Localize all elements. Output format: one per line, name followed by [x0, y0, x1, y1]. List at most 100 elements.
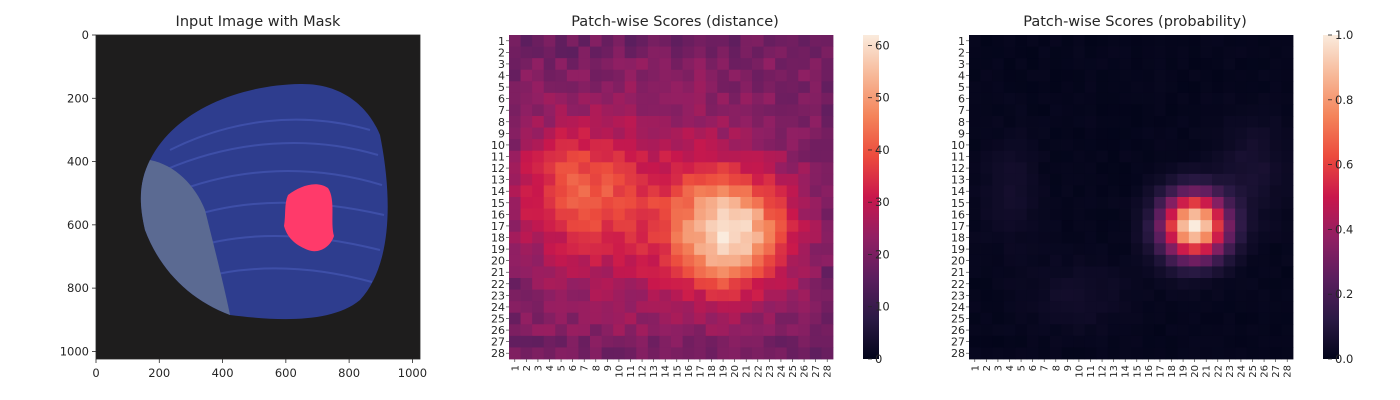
heatmap-cell — [775, 139, 788, 152]
heatmap-cell — [1281, 278, 1294, 290]
heatmap-cell — [1096, 162, 1109, 175]
heatmap-cell — [1026, 278, 1039, 290]
heatmap-cell — [1177, 46, 1190, 59]
heatmap-cell — [543, 231, 556, 244]
heatmap-cell — [1200, 254, 1213, 267]
heatmap-cell — [636, 231, 649, 244]
heatmap-cell — [647, 335, 660, 348]
heatmap-cell — [1177, 81, 1190, 94]
heatmap-cell — [671, 69, 683, 82]
heatmap-cell — [1258, 46, 1271, 59]
col-tick-label: 13 — [649, 365, 660, 378]
col-tick-label: 10 — [1074, 365, 1085, 378]
heatmap-cell — [980, 208, 993, 221]
heatmap-cell — [1038, 58, 1051, 71]
col-tick-label: 7 — [580, 365, 591, 371]
heatmap-cell — [1200, 58, 1213, 71]
heatmap-cell — [1154, 312, 1167, 325]
heatmap-cell — [509, 116, 521, 128]
row-tick-label: 21 — [491, 266, 505, 279]
heatmap-cell — [1131, 208, 1143, 221]
heatmap-cell — [566, 46, 579, 59]
heatmap-cell — [1050, 324, 1062, 337]
heatmap-cell — [1246, 150, 1259, 163]
heatmap-cell — [532, 69, 545, 82]
heatmap-cell — [1096, 335, 1109, 348]
heatmap-cell — [1119, 173, 1132, 186]
heatmap-cell — [1188, 69, 1201, 82]
heatmap-cell — [1073, 127, 1086, 140]
heatmap-cell — [694, 231, 707, 244]
heatmap-cell — [590, 35, 602, 47]
heatmap-cell — [520, 289, 533, 302]
heatmap-cell — [1061, 116, 1074, 128]
heatmap-cell — [694, 173, 707, 186]
heatmap-cell — [1223, 289, 1236, 302]
heatmap-cell — [659, 254, 672, 267]
heatmap-cell — [509, 220, 521, 233]
input-image — [96, 35, 420, 359]
heatmap-cell — [1131, 127, 1143, 140]
heatmap-cell — [555, 220, 568, 233]
heatmap-cell — [1269, 92, 1282, 105]
heatmap-cell — [624, 301, 637, 314]
heatmap-cell — [705, 46, 718, 59]
heatmap-cell — [1177, 104, 1190, 117]
heatmap-cell — [1165, 208, 1178, 221]
heatmap-cell — [1038, 81, 1051, 94]
heatmap-cell — [555, 116, 568, 128]
heatmap-cell — [1246, 347, 1259, 360]
heatmap-cell — [671, 185, 683, 198]
heatmap-cell — [1026, 162, 1039, 175]
heatmap-cell — [555, 312, 568, 325]
heatmap-cell — [659, 104, 672, 117]
heatmap-cell — [1258, 312, 1271, 325]
heatmap-cell — [1096, 69, 1109, 82]
heatmap-cell — [613, 127, 626, 140]
heatmap-cell — [601, 278, 614, 290]
col-tick-label: 8 — [591, 365, 602, 371]
heatmap-cell — [752, 335, 764, 348]
heatmap-cell — [821, 220, 834, 233]
heatmap-cell — [624, 173, 637, 186]
heatmap-cell — [682, 92, 695, 105]
heatmap-cell — [809, 139, 822, 152]
heatmap-cell — [624, 69, 637, 82]
col-tick-label: 19 — [719, 365, 730, 378]
heatmap-cell — [1212, 254, 1224, 267]
heatmap-cell — [798, 92, 811, 105]
heatmap-cell — [694, 35, 707, 47]
heatmap-cell — [821, 127, 834, 140]
heatmap-cell — [1003, 58, 1016, 71]
heatmap-cell — [786, 254, 799, 267]
heatmap-cell — [1061, 69, 1074, 82]
heatmap-cell — [1212, 220, 1224, 233]
heatmap-cell — [1061, 81, 1074, 94]
row-tick-label: 6 — [498, 93, 505, 106]
heatmap-cell — [566, 116, 579, 128]
heatmap-cell — [566, 150, 579, 163]
row-tick-label: 13 — [491, 174, 505, 187]
row-tick-label: 7 — [498, 104, 505, 117]
heatmap-cell — [624, 254, 637, 267]
heatmap-cell — [1096, 139, 1109, 152]
heatmap-cell — [992, 335, 1005, 348]
col-tick-label: 24 — [776, 365, 787, 378]
heatmap-cell — [1154, 92, 1167, 105]
heatmap-cell — [1084, 81, 1097, 94]
heatmap-cell — [520, 127, 533, 140]
heatmap-cell — [980, 243, 993, 256]
heatmap-cell — [1235, 301, 1248, 314]
row-tick-label: 21 — [951, 266, 965, 279]
heatmap-cell — [543, 220, 556, 233]
heatmap-cell — [1177, 127, 1190, 140]
row-tick-label: 1 — [958, 35, 965, 48]
heatmap-cell — [969, 173, 981, 186]
heatmap-cell — [1212, 104, 1224, 117]
heatmap-cell — [1235, 231, 1248, 244]
heatmap-cell — [821, 92, 834, 105]
heatmap-cell — [647, 116, 660, 128]
heatmap-cell — [786, 162, 799, 175]
heatmap-cell — [1038, 69, 1051, 82]
heatmap-cell — [1212, 335, 1224, 348]
